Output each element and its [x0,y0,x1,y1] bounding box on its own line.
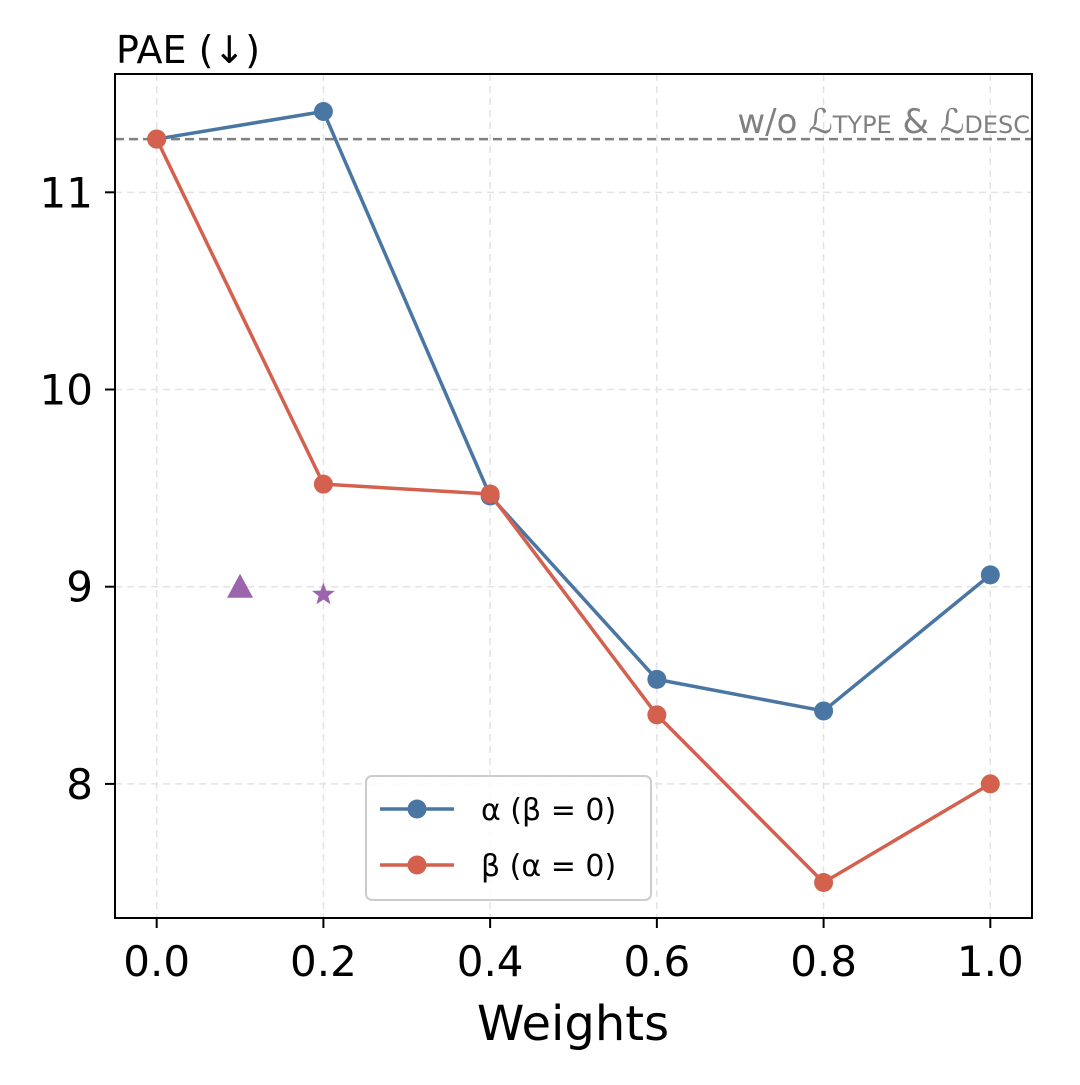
series-point-1 [313,101,333,121]
series-point-1 [980,565,1000,585]
x-tick-label: 0.2 [290,937,357,986]
series-point-2 [980,774,1000,794]
series-point-2 [480,484,500,504]
series-point-1 [814,701,834,721]
reference-label-part: ℒ [808,102,833,142]
reference-label-subscript: TYPE [832,111,892,139]
extra-markers [227,573,335,605]
x-tick-label: 0.6 [623,937,690,986]
reference-label-part: ℒ [940,102,965,142]
x-tick-label: 1.0 [957,937,1024,986]
legend-marker-1 [407,799,427,819]
reference-line-label: w/o ℒTYPE & ℒDESC [737,102,1030,142]
legend: α (β = 0) β (α = 0) [365,775,652,901]
triangle-marker [227,573,254,598]
reference-line-group: w/o ℒTYPE & ℒDESC [115,102,1032,142]
legend-box [365,775,652,901]
legend-label-2: β (α = 0) [481,849,616,884]
series-line-2 [155,138,992,885]
legend-marker-2 [407,855,427,875]
x-tick-label: 0.4 [457,937,524,986]
reference-label-part: & [892,102,940,142]
series-point-2 [313,474,333,494]
y-tick-label: 9 [66,563,93,612]
series-point-1 [647,669,667,689]
axis-ticks: 0.0 0.2 0.4 0.6 0.8 1.0 8 9 10 11 [40,168,1024,986]
reference-label-part: w/o [737,102,808,142]
series-group [147,101,1000,893]
reference-label-subscript: DESC [964,111,1030,139]
y-tick-label: 8 [66,760,93,809]
series-point-2 [647,705,667,725]
x-tick-label: 0.8 [790,937,857,986]
y-axis-title: PAE (↓) [116,28,260,72]
x-axis-title: Weights [477,996,669,1052]
y-tick-label: 10 [40,366,93,415]
legend-label-1: α (β = 0) [481,793,616,828]
series-point-2 [814,873,834,893]
series-line-1 [156,109,992,713]
y-tick-label: 11 [40,168,93,217]
series-point-2 [147,129,167,149]
star-marker [312,582,335,605]
x-tick-label: 0.0 [123,937,190,986]
plot-frame [114,73,1033,919]
